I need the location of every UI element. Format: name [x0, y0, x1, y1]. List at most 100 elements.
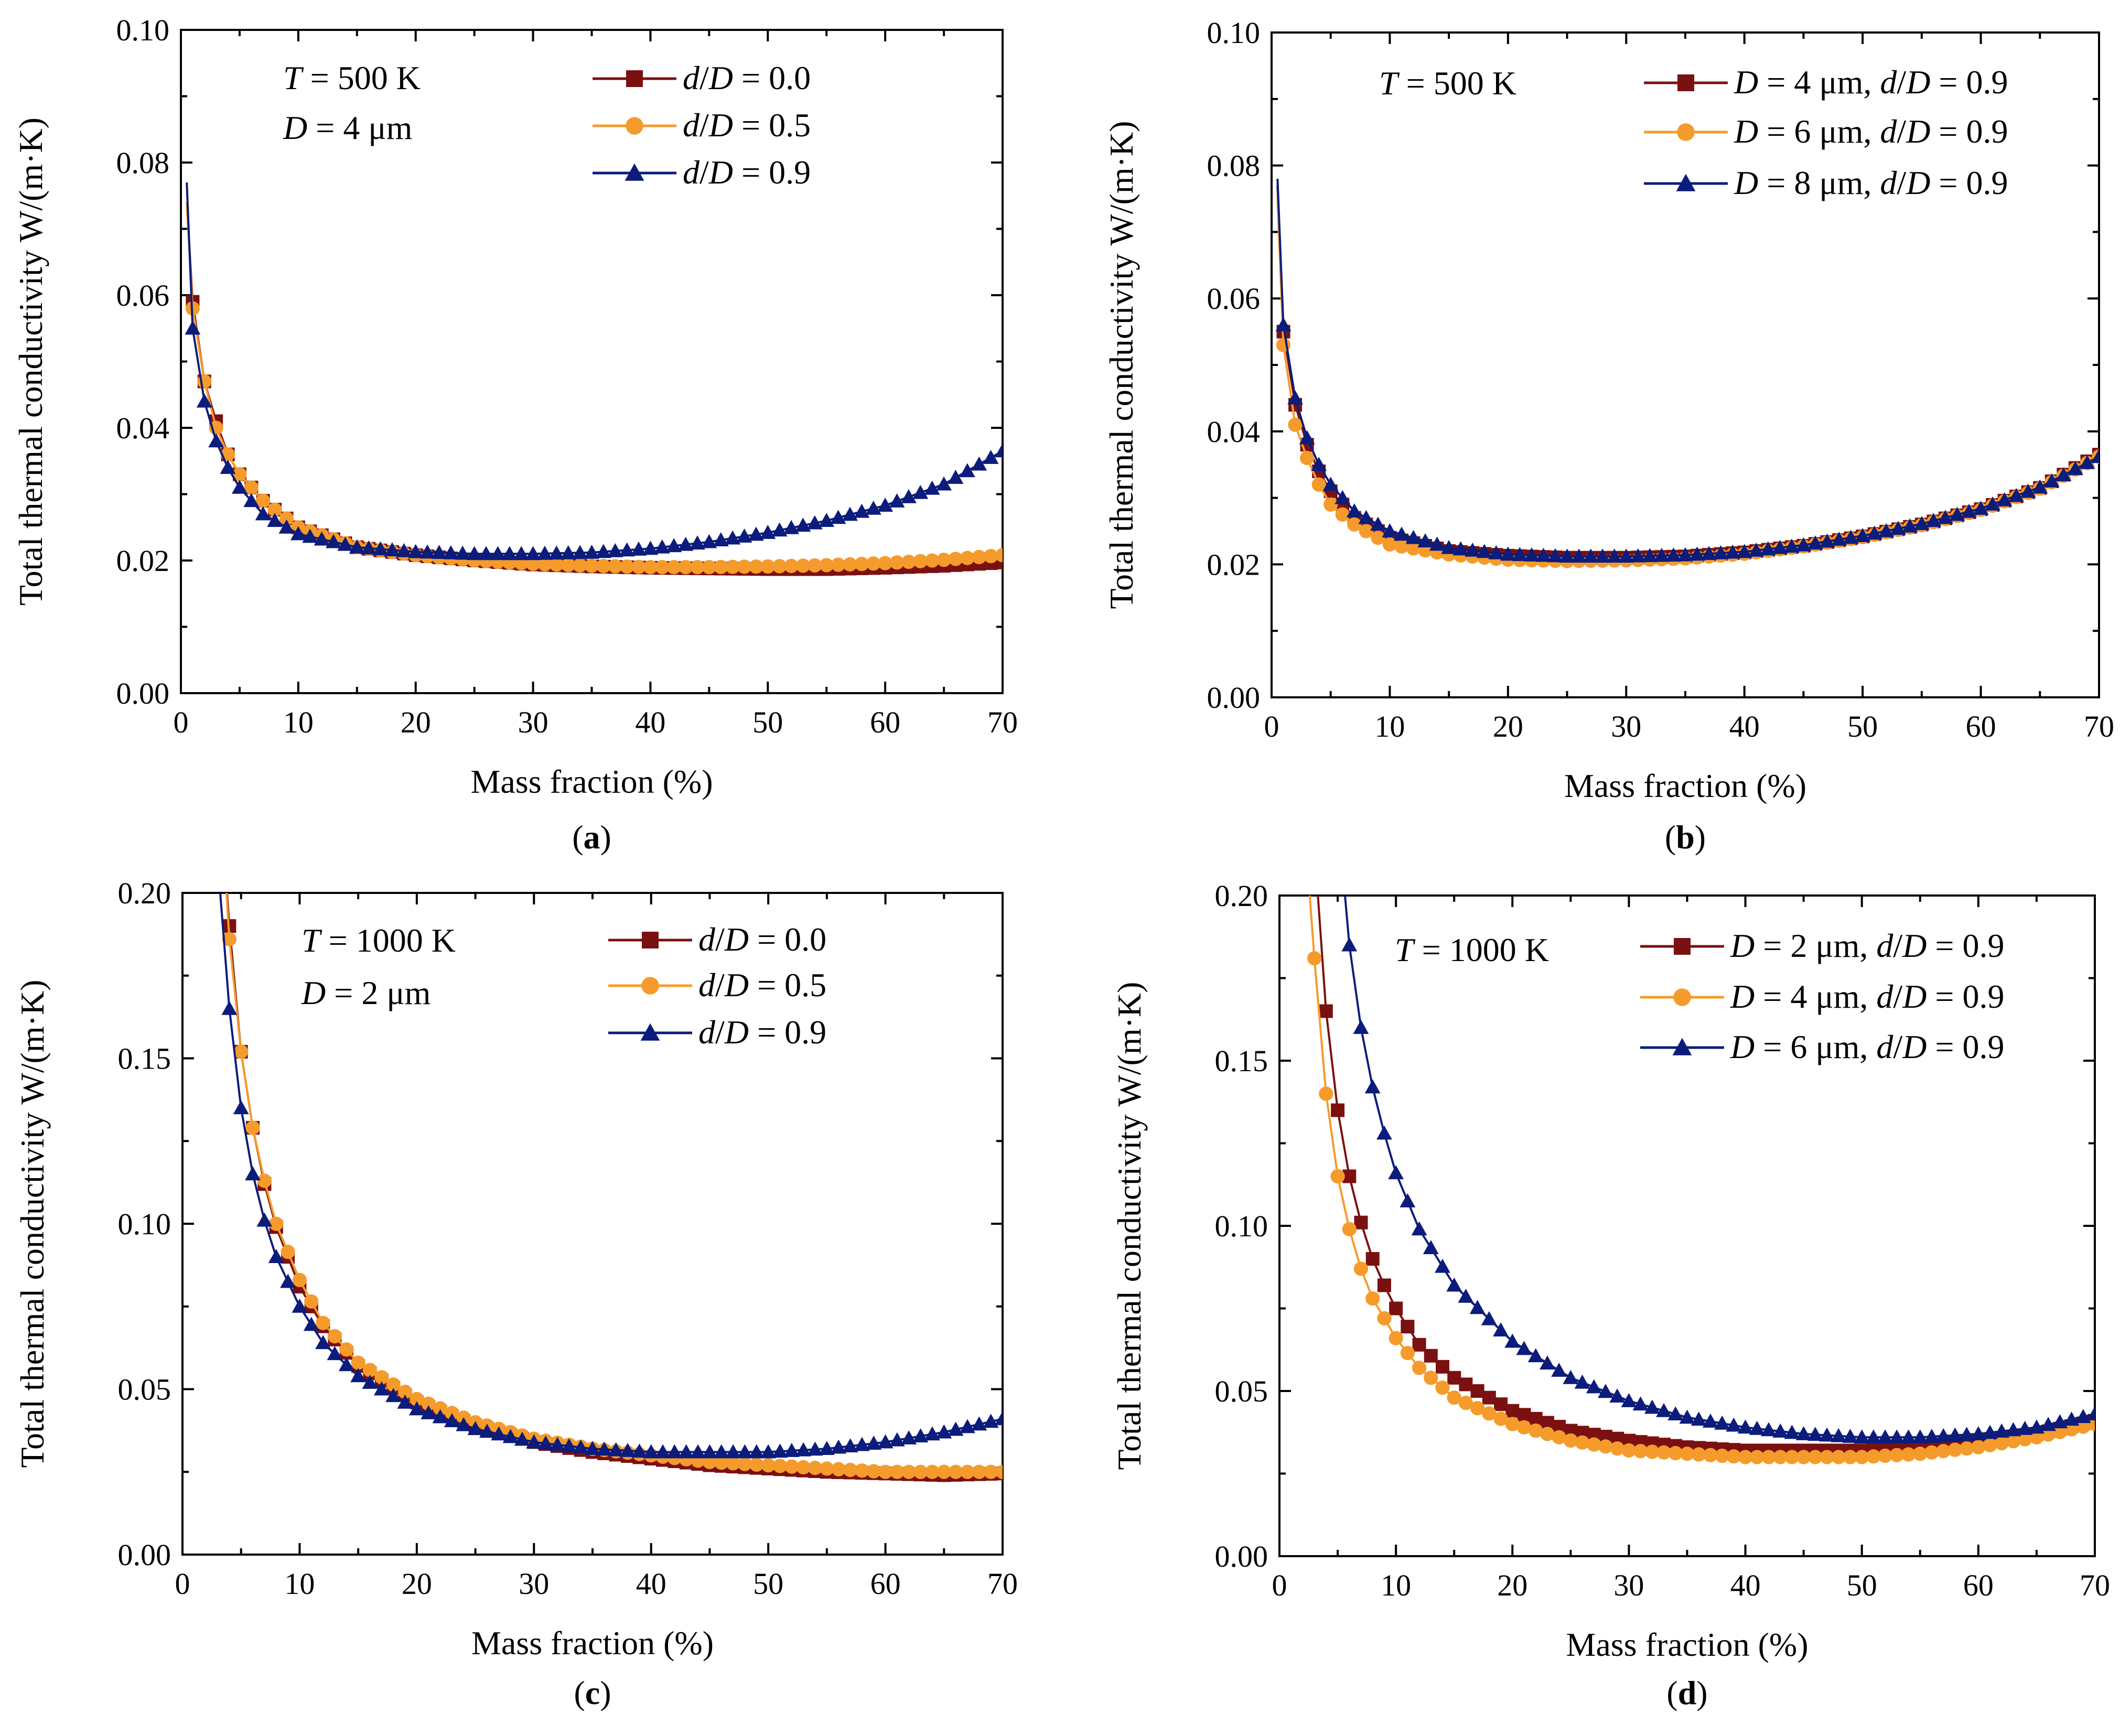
data-point	[1855, 1450, 1869, 1464]
y-tick-label: 0.10	[1215, 1209, 1268, 1243]
data-point	[208, 433, 224, 448]
data-point	[479, 1424, 495, 1438]
data-point	[1400, 1345, 1415, 1361]
data-point	[749, 1457, 764, 1472]
data-point	[854, 503, 870, 518]
x-tick-label: 30	[1611, 709, 1641, 743]
data-point	[1354, 1215, 1368, 1230]
y-tick-label: 0.08	[1207, 149, 1261, 183]
legend-marker	[1676, 174, 1696, 191]
data-point	[1535, 547, 1552, 562]
data-point	[925, 1464, 940, 1479]
x-tick-label: 70	[2080, 1568, 2110, 1602]
data-point	[537, 545, 553, 560]
data-point	[1342, 1222, 1357, 1236]
data-point	[1656, 1403, 1672, 1417]
panel-label: (c)	[574, 1674, 611, 1711]
data-point	[1547, 548, 1563, 563]
data-point	[1902, 518, 1918, 533]
data-point	[1994, 1436, 2009, 1451]
data-point	[573, 1439, 589, 1454]
data-point	[1949, 506, 1965, 521]
data-point	[960, 1419, 975, 1433]
data-point	[2008, 488, 2025, 502]
data-point	[1819, 1427, 1835, 1442]
data-point	[819, 513, 835, 527]
data-point	[2006, 1434, 2021, 1449]
data-point	[1970, 1426, 1986, 1440]
data-point	[1527, 1348, 1544, 1363]
data-point	[1609, 1388, 1626, 1403]
data-point	[1878, 1448, 1892, 1463]
legend-entry: d/D = 0.9	[608, 1013, 826, 1051]
data-point	[737, 559, 752, 574]
data-point	[1772, 1423, 1789, 1438]
data-point	[572, 545, 588, 559]
legend-entry: D = 4 μm, d/D = 0.9	[1644, 63, 2008, 101]
data-point	[1424, 1349, 1438, 1363]
data-point	[901, 1430, 917, 1444]
data-point	[243, 493, 260, 508]
data-point	[831, 557, 846, 572]
data-point	[361, 540, 377, 555]
data-point	[2063, 1411, 2080, 1426]
data-point	[900, 489, 917, 503]
y-tick-label: 0.00	[1207, 681, 1261, 715]
data-point	[1331, 1103, 1345, 1117]
x-tick-label: 10	[284, 1567, 315, 1601]
data-point	[256, 493, 271, 508]
data-point	[690, 560, 705, 575]
y-tick-label: 0.08	[116, 146, 170, 180]
legend-label: d/D = 0.9	[683, 154, 811, 191]
legend-marker	[626, 70, 643, 87]
data-point	[1423, 1240, 1439, 1254]
data-point	[362, 1374, 378, 1389]
data-point	[1563, 1370, 1579, 1384]
data-point	[795, 517, 811, 532]
data-point	[302, 529, 318, 543]
data-point	[1679, 1409, 1695, 1424]
data-point	[1865, 1429, 1881, 1444]
data-point	[1772, 540, 1788, 554]
data-point	[983, 449, 999, 464]
data-point	[678, 1444, 694, 1459]
data-point	[1400, 1193, 1416, 1207]
data-point	[1322, 477, 1339, 491]
data-point	[2091, 449, 2099, 463]
legend-marker	[642, 932, 659, 948]
data-point	[1469, 1300, 1486, 1314]
data-point	[408, 1401, 425, 1416]
x-axis-title: Mass fraction (%)	[1566, 1626, 1808, 1663]
data-point	[584, 558, 599, 573]
data-point	[351, 1355, 365, 1370]
y-tick-label: 0.04	[1207, 415, 1261, 449]
y-axis-title: Total thermal conductivity W/(m·K)	[14, 980, 51, 1468]
data-point	[983, 1414, 999, 1428]
panel-label: (b)	[1665, 818, 1706, 856]
series-3	[1275, 178, 2099, 563]
data-point	[1983, 1438, 1997, 1452]
data-point	[1994, 1423, 2010, 1438]
data-point	[372, 541, 389, 556]
data-point	[912, 1428, 929, 1443]
data-point	[878, 556, 892, 570]
y-tick-label: 0.02	[116, 544, 170, 578]
data-point	[725, 1444, 741, 1459]
data-point	[854, 556, 869, 572]
data-point	[878, 1464, 893, 1479]
data-point	[2067, 461, 2083, 476]
data-point	[1377, 1311, 1392, 1326]
data-point	[1761, 1450, 1776, 1464]
data-point	[1725, 544, 1741, 559]
data-point	[866, 1464, 881, 1479]
data-point	[1394, 539, 1409, 554]
data-point	[1287, 390, 1304, 405]
series-2	[1307, 896, 2095, 1464]
data-point	[595, 544, 611, 558]
data-point	[1855, 527, 1871, 542]
legend-marker	[625, 163, 644, 181]
legend-label: d/D = 0.5	[698, 966, 826, 1004]
data-point	[419, 544, 436, 559]
data-point	[1353, 1261, 1369, 1276]
data-point	[1319, 1086, 1333, 1101]
